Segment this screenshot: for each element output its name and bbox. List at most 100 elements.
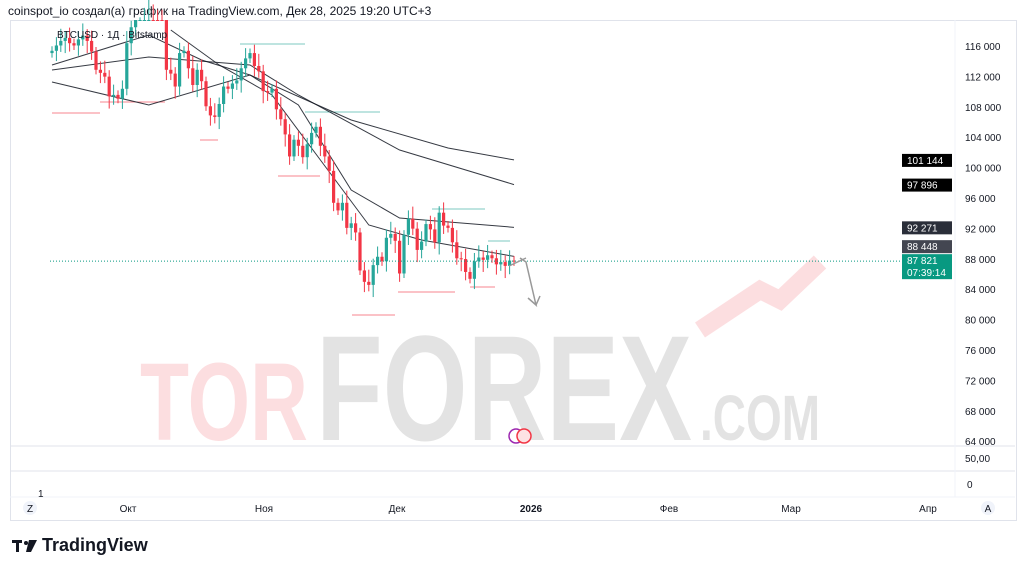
- watermark-forex: FOREX: [316, 304, 692, 472]
- moving-average-line: [170, 29, 515, 257]
- candle-body: [367, 281, 371, 285]
- candle-body: [204, 81, 208, 107]
- level-lines: [52, 43, 510, 316]
- event-icons[interactable]: [508, 428, 532, 444]
- candle-body: [288, 134, 292, 157]
- candle-body: [437, 212, 441, 243]
- price-tick-label: 80 000: [965, 316, 996, 327]
- candle-body: [274, 88, 278, 110]
- candle-body: [169, 69, 173, 74]
- moving-average-line: [51, 74, 515, 161]
- price-tick-label: 108 000: [965, 103, 1002, 114]
- price-tick-label: 72 000: [965, 376, 996, 387]
- candle-body: [186, 50, 190, 69]
- candle-body: [90, 40, 94, 52]
- zoom-reset-button[interactable]: [23, 501, 37, 515]
- candle-body: [173, 73, 177, 87]
- ma-price-tag-label: 88 448: [907, 242, 938, 253]
- candle-body: [433, 229, 437, 243]
- candle-body: [481, 257, 485, 260]
- watermark-com: .COM: [700, 382, 820, 454]
- candle-body: [442, 212, 446, 226]
- candle-body: [103, 72, 107, 77]
- zoom-reset-label: Z: [27, 504, 33, 515]
- price-tick-label: 68 000: [965, 407, 996, 418]
- candle-body: [345, 202, 349, 228]
- price-tick-label: 112 000: [965, 72, 1001, 83]
- sub-panel-2-label: 0: [967, 480, 973, 491]
- candle-body: [217, 104, 221, 117]
- price-axis[interactable]: 116 000 112 000 108 000 104 000 100 000 96 00…: [965, 42, 1002, 448]
- candle-body: [292, 139, 296, 157]
- candle-body: [402, 234, 406, 274]
- candle-body: [472, 261, 476, 279]
- candle-body: [336, 202, 340, 211]
- candle-body: [195, 69, 199, 85]
- candle-body: [252, 53, 256, 66]
- tradingview-logo[interactable]: TradingView: [12, 535, 148, 556]
- candle-body: [54, 45, 58, 51]
- candle-body: [283, 119, 287, 135]
- auto-scale-button[interactable]: [981, 501, 995, 515]
- candle-body: [81, 35, 85, 40]
- flag-icon[interactable]: [516, 428, 532, 444]
- last-price-label: 87 821: [907, 256, 938, 267]
- candle-body: [450, 227, 454, 243]
- candle-body: [424, 224, 428, 242]
- candle-body: [200, 69, 204, 82]
- price-tick-label: 76 000: [965, 346, 996, 357]
- candle-body: [380, 256, 384, 262]
- tradingview-logo-icon: [12, 539, 37, 552]
- candle-body: [266, 91, 270, 93]
- candle-body: [318, 126, 322, 146]
- tradingview-brand: TradingView: [42, 535, 148, 555]
- time-axis[interactable]: Окт Ноя Дек 2026 Фев Мар Апр: [120, 504, 938, 515]
- ma-price-tag: [902, 153, 952, 167]
- time-tick-label: Апр: [919, 504, 937, 515]
- candle-body: [147, 20, 151, 21]
- candle-body: [85, 35, 89, 41]
- candle-body: [112, 94, 116, 97]
- candle-body: [428, 224, 432, 230]
- candle-body: [327, 156, 331, 171]
- time-tick-label: Фев: [660, 504, 678, 515]
- candle-body: [486, 255, 490, 260]
- candle-body: [406, 218, 410, 235]
- symbol-legend[interactable]: BTCUSD · 1Д · Bitstamp: [57, 30, 168, 41]
- candle-body: [63, 37, 67, 41]
- candle-body: [362, 270, 366, 282]
- candle-body: [160, 20, 164, 21]
- price-tick-label: 116 000: [965, 42, 1001, 53]
- candle-body: [156, 20, 160, 21]
- forecast-line: [508, 257, 527, 267]
- last-price-tag: [902, 254, 952, 280]
- candle-body: [494, 258, 498, 265]
- candle-body: [226, 86, 230, 89]
- candle-body: [116, 94, 120, 99]
- candle-body: [213, 115, 217, 117]
- candle-body: [191, 68, 195, 85]
- candle-body: [138, 20, 142, 21]
- candle-body: [270, 88, 274, 93]
- candle-body: [244, 58, 248, 69]
- candle-body: [393, 233, 397, 241]
- candle-body: [305, 144, 309, 158]
- ma-price-tag: [902, 240, 952, 254]
- candle-body: [98, 69, 102, 73]
- candle-body: [94, 51, 98, 70]
- candle-body: [477, 257, 481, 262]
- candle-body: [464, 259, 468, 272]
- candle-body: [354, 223, 358, 233]
- chart-frame: [10, 20, 1017, 521]
- candle-body: [120, 88, 124, 99]
- candle-body: [182, 50, 186, 54]
- candle-body: [296, 139, 300, 146]
- watermark-logo-arrow: [695, 255, 827, 338]
- candle-body: [151, 20, 155, 21]
- candle-body: [261, 71, 265, 92]
- candle-body: [384, 237, 388, 262]
- candle-body: [459, 258, 463, 260]
- time-tick-label: Мар: [781, 504, 801, 515]
- price-tick-label: 100 000: [965, 164, 1002, 175]
